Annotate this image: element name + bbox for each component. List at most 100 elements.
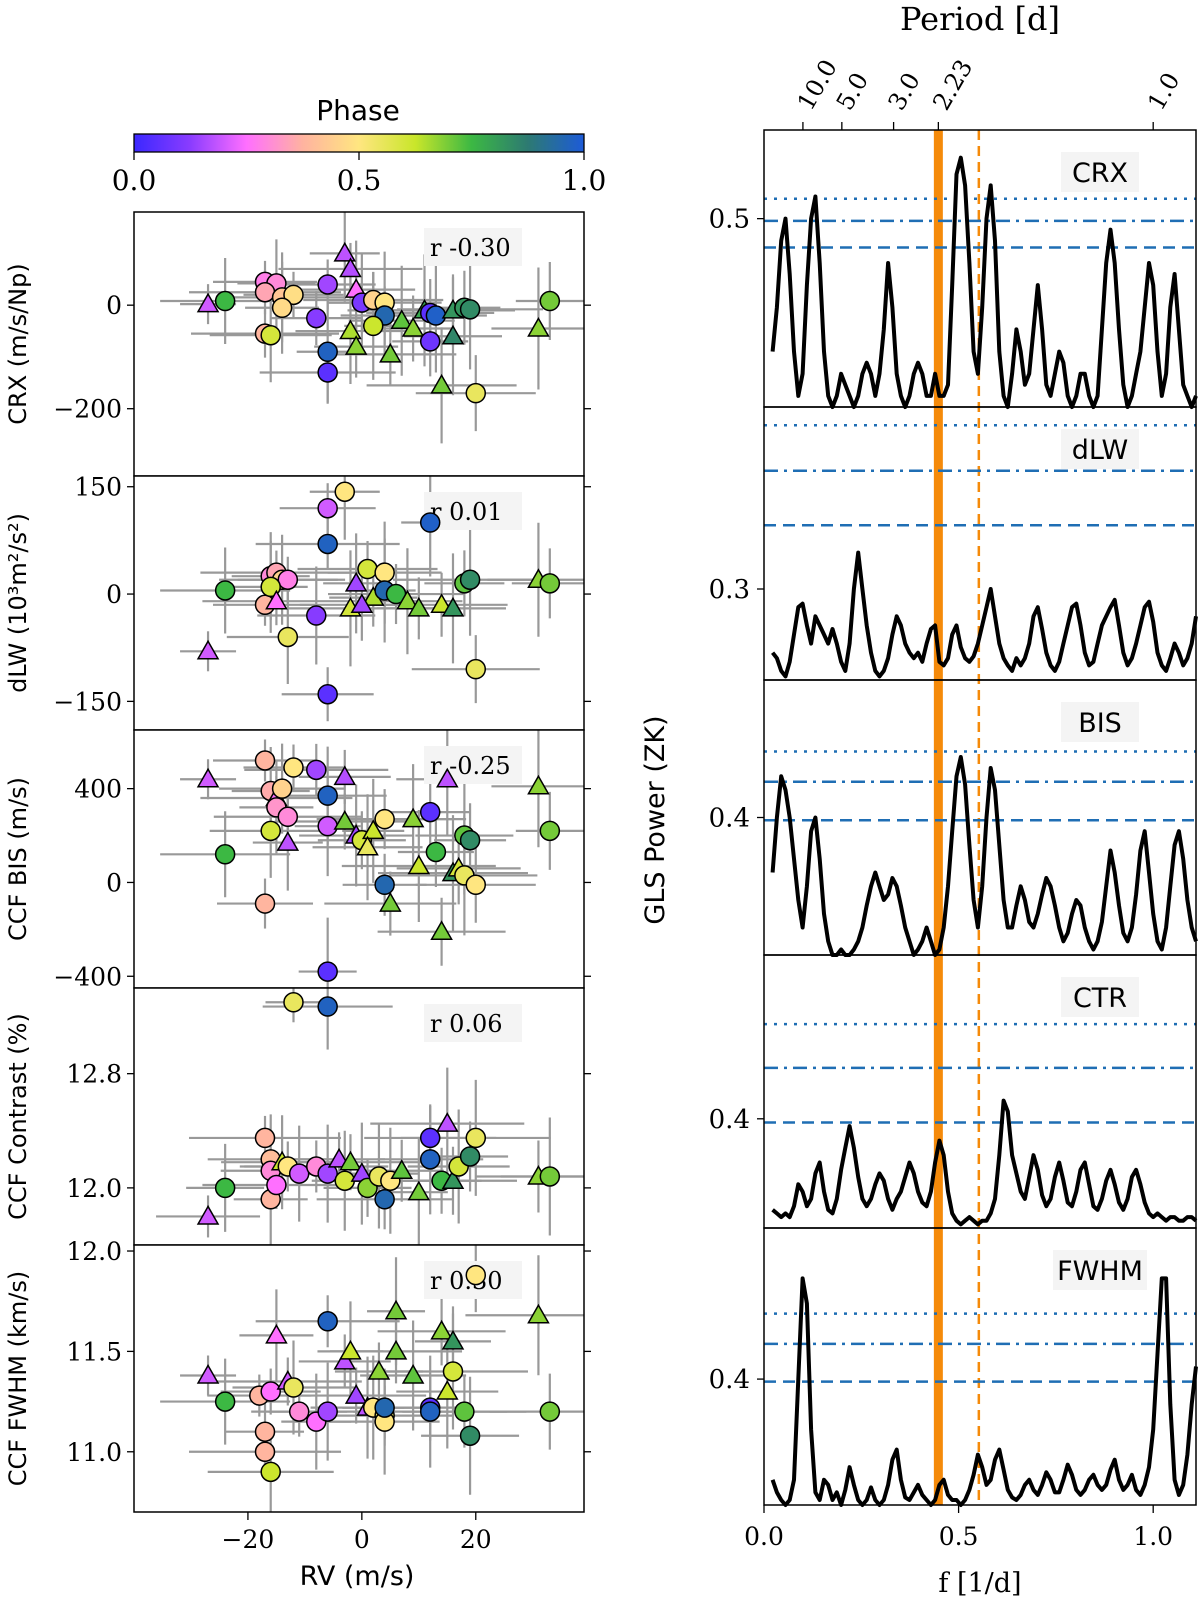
scatter-panel-bis: r -0.25 400 0 −400 CCF BIS (m/s) (4, 729, 591, 991)
data-point-circle (214, 580, 236, 601)
data-point-triangle (527, 316, 550, 337)
data-point-circle (419, 1401, 441, 1422)
data-point-triangle (196, 767, 220, 788)
data-point-triangle (407, 854, 431, 875)
data-point-triangle (390, 309, 414, 329)
label-bg (1053, 1250, 1147, 1290)
gls-power-axis-label: GLS Power (ZK) (640, 715, 671, 924)
gls-power-curve (771, 1098, 1198, 1227)
data-point-triangle (333, 241, 357, 262)
data-point-circle (459, 299, 481, 320)
correlation-annotation: r -0.30 (424, 228, 522, 266)
data-point-triangle (196, 292, 220, 313)
gls-power-curve (770, 1276, 1198, 1507)
x-tick-label: 0.5 (939, 1522, 979, 1551)
data-point-triangle (401, 1363, 425, 1384)
data-point-circle (334, 481, 356, 502)
y-tick-label: 12.8 (66, 1060, 122, 1089)
y-tick-label: 400 (74, 775, 122, 804)
data-point-circle (260, 1461, 281, 1483)
data-point-circle (254, 893, 276, 914)
correlation-label: r 0.06 (430, 1010, 503, 1038)
data-point-triangle (401, 316, 425, 337)
y-tick-label: 0.3 (709, 575, 750, 605)
periodogram-label-text: dLW (1072, 435, 1128, 466)
gls-power-curve (770, 755, 1198, 957)
rv-axis-label: RV (m/s) (300, 1561, 415, 1592)
data-point-triangle (356, 835, 379, 856)
data-point-circle (214, 1391, 236, 1412)
data-point-triangle (367, 1359, 391, 1380)
data-point-circle (317, 1311, 338, 1332)
data-point-circle (459, 829, 481, 851)
data-point-circle (317, 1401, 338, 1422)
colorbar-tick-label: 0.0 (112, 164, 157, 197)
data-point-triangle (276, 831, 300, 851)
data-point-triangle (339, 319, 362, 340)
data-point-triangle (361, 819, 385, 840)
data-point-circle (283, 757, 304, 778)
data-point-circle (539, 290, 561, 312)
data-point-triangle (407, 1180, 431, 1201)
colorbar-tick-label: 0.5 (337, 164, 382, 197)
data-point-circle (317, 785, 338, 806)
data-point-triangle (527, 1303, 550, 1324)
data-point-triangle (401, 807, 425, 828)
colorbar-tick-label: 1.0 (562, 164, 607, 197)
y-tick-label: 0.4 (709, 804, 750, 834)
y-tick-label: 0 (106, 868, 122, 897)
x-tick-label: 0.0 (744, 1522, 784, 1551)
data-point-triangle (430, 373, 453, 394)
data-point-circle (374, 1189, 395, 1210)
data-point-triangle (441, 324, 465, 345)
period-axis-label: Period [d] (900, 0, 1060, 38)
data-point-circle (260, 820, 281, 842)
data-point-circle (214, 290, 236, 312)
scatter-panel-crx: r -0.30 0 −200 CRX (m/s/Np) (4, 211, 591, 477)
data-points (196, 750, 561, 982)
y-tick-label: 11.5 (66, 1337, 122, 1366)
y-tick-label: 12.0 (66, 1237, 122, 1266)
label-bg (1061, 152, 1139, 192)
x-tick-label: 0 (354, 1525, 370, 1554)
label-bg (1061, 429, 1139, 469)
data-points (196, 241, 561, 404)
data-point-circle (317, 961, 338, 982)
data-point-triangle (265, 1323, 288, 1344)
data-point-circle (459, 569, 481, 590)
y-tick-label: 0.4 (709, 1105, 750, 1135)
y-axis-label: CRX (m/s/Np) (4, 263, 32, 424)
annotation-bg (424, 746, 522, 784)
data-point-triangle (435, 1112, 459, 1132)
frequency-axis-label: f [1/d] (938, 1568, 1021, 1599)
data-point-circle (317, 341, 338, 363)
data-points (196, 992, 561, 1225)
x-tick-label: −20 (222, 1525, 275, 1554)
data-point-circle (283, 992, 304, 1013)
annotation-bg (424, 228, 522, 266)
data-point-circle (260, 324, 281, 346)
y-tick-label: −400 (53, 962, 122, 991)
data-point-circle (317, 533, 338, 555)
data-point-circle (357, 558, 378, 580)
data-point-triangle (441, 1329, 465, 1350)
data-point-circle (254, 1441, 276, 1463)
scatter-panel-contrast: r 0.06 12.8 12.0 CCF Contrast (%) (4, 987, 591, 1246)
y-tick-label: 0.4 (709, 1365, 750, 1395)
data-point-triangle (339, 1339, 362, 1360)
data-point-triangle (344, 571, 368, 592)
y-axis-label: CCF BIS (m/s) (4, 777, 32, 941)
data-point-triangle (344, 1384, 368, 1404)
data-point-circle (539, 1401, 561, 1422)
y-tick-label: 0 (106, 291, 122, 320)
data-point-triangle (333, 765, 357, 786)
data-point-triangle (390, 1159, 414, 1180)
gls-power-curve (770, 155, 1198, 409)
data-point-circle (288, 1163, 310, 1184)
data-point-circle (271, 297, 293, 319)
data-point-triangle (339, 257, 362, 278)
periodogram-label-text: CTR (1073, 983, 1127, 1014)
data-point-circle (419, 801, 441, 823)
periodogram-panel-fwhm: FWHM 0.4 (709, 1227, 1198, 1507)
